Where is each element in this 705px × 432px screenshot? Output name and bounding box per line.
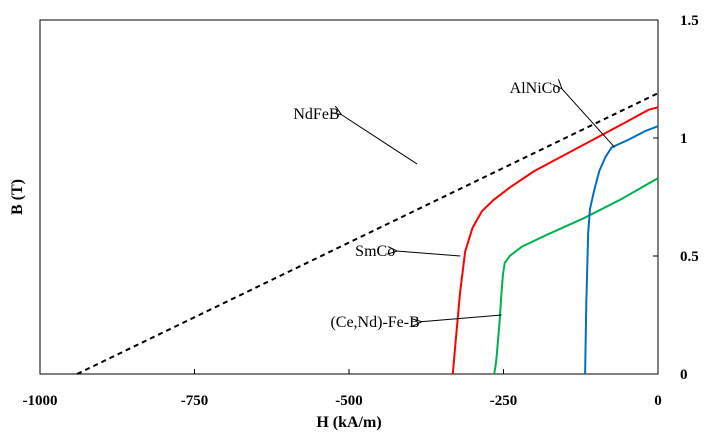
x-tick-label: -1000 [23, 393, 58, 409]
annotation-label: SmCo [355, 243, 395, 260]
y-axis-title: B (T) [9, 179, 26, 215]
y-tick-label: 0.5 [680, 249, 699, 265]
y-tick-label: 0 [680, 367, 688, 383]
annotation-label: AlNiCo [510, 80, 561, 97]
series-line-ndfeb [76, 92, 659, 375]
annotation-arrow [421, 314, 502, 322]
annotation-arrow [396, 251, 461, 257]
series-line-alnico [584, 125, 659, 375]
series-line-ce-nd-fe-b [493, 177, 659, 375]
annotation-label: NdFeB [293, 106, 339, 123]
x-tick-label: 0 [654, 393, 662, 409]
annotation-label: (Ce,Nd)-Fe-B [330, 314, 419, 331]
y-tick-label: 1 [680, 131, 688, 147]
x-axis-title: H (kA/m) [316, 414, 381, 431]
y-tick-label: 1.5 [680, 13, 699, 29]
annotation-arrow [561, 88, 616, 148]
series-line-smco [451, 106, 659, 375]
annotation-arrow [341, 114, 418, 165]
x-tick-label: -250 [490, 393, 518, 409]
x-tick-label: -500 [335, 393, 363, 409]
x-tick-label: -750 [181, 393, 209, 409]
